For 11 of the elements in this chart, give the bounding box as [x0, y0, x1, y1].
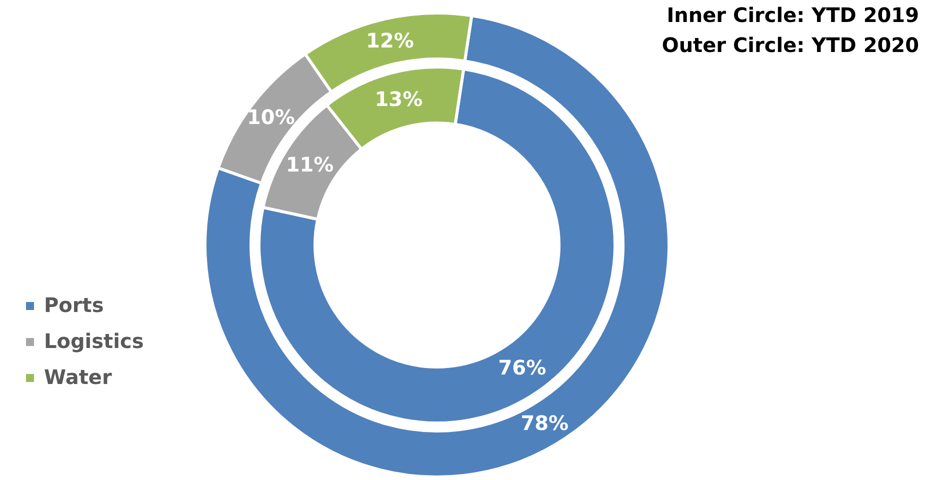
legend-label: Logistics: [44, 329, 144, 353]
text: Inner Circle: YTD 2019: [666, 3, 919, 27]
data-label: 10%: [247, 105, 295, 130]
data-label: 13%: [374, 86, 423, 111]
text: Outer Circle: YTD 2020: [662, 33, 919, 57]
legend-label: Water: [44, 365, 112, 389]
data-label: 12%: [366, 28, 414, 52]
data-label: 11%: [286, 152, 334, 177]
data-label: 76%: [498, 355, 546, 380]
data-label: 78%: [520, 411, 569, 436]
legend-label: Ports: [44, 293, 104, 317]
